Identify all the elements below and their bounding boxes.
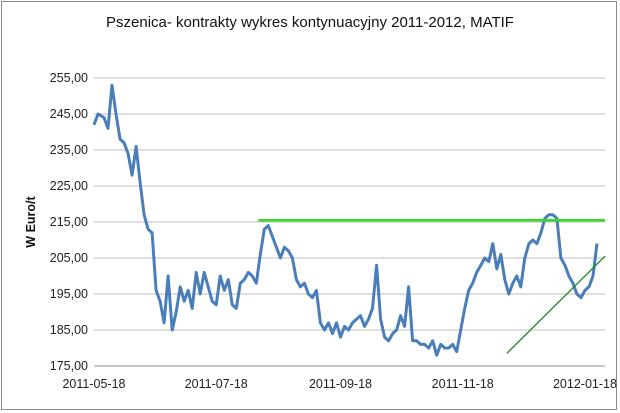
- y-tick-label: 195,00: [50, 287, 88, 301]
- x-axis-ticks: 2011-05-18 2011-07-18 2011-09-18 2011-11-18…: [62, 377, 616, 391]
- y-tick-label: 175,00: [50, 359, 88, 373]
- y-tick-label: 185,00: [50, 323, 88, 337]
- y-tick-label: 225,00: [50, 179, 88, 193]
- support-line: [506, 255, 606, 354]
- x-tick-label: 2011-05-18: [62, 377, 125, 391]
- y-tick-label: 235,00: [50, 143, 88, 157]
- x-tick-label: 2012-01-18: [553, 377, 617, 391]
- y-tick-label: 245,00: [50, 107, 88, 121]
- price-line: [92, 83, 599, 357]
- chart-title: Pszenica- kontrakty wykres kontynuacyjny…: [106, 14, 514, 31]
- x-tick-label: 2011-11-18: [432, 377, 494, 391]
- y-axis-ticks: 255,00 245,00 235,00 225,00 215,00 205,00 195,…: [50, 71, 88, 373]
- y-tick-label: 205,00: [50, 251, 88, 265]
- trendlines: [258, 218, 606, 354]
- x-tick-label: 2011-07-18: [185, 377, 248, 391]
- y-tick-label: 215,00: [50, 215, 88, 229]
- x-tick-label: 2011-09-18: [309, 377, 372, 391]
- y-tick-label: 255,00: [50, 71, 88, 85]
- y-axis-label: W Euro/t: [24, 195, 38, 247]
